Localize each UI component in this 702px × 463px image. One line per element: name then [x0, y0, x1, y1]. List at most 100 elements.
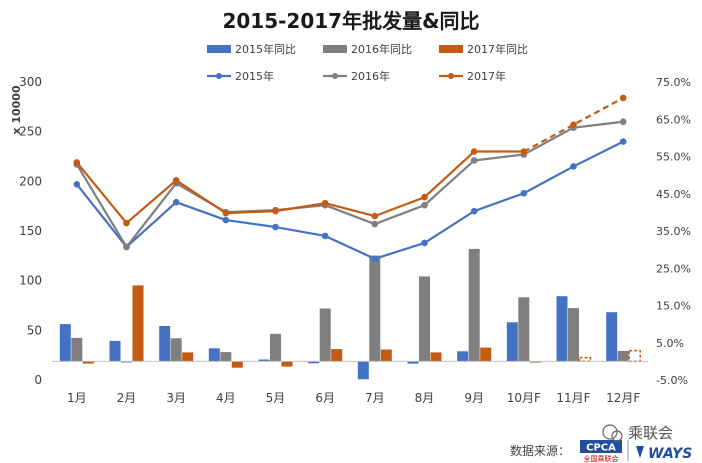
bar-2-1 — [132, 285, 144, 362]
bar-0-3 — [208, 348, 220, 362]
y-tick-left-0: 0 — [34, 373, 42, 387]
wechat-icon — [602, 424, 618, 440]
bar-1-7 — [419, 276, 430, 362]
bar-1-10 — [568, 308, 579, 362]
point-1-1 — [123, 243, 130, 251]
point-2-11 — [619, 94, 627, 102]
bar-2-6 — [380, 349, 392, 362]
wechat-icon-small — [611, 430, 623, 442]
x-axis: 1月 2月 3月 4月 5月 6月 7月 8月 9月 10月F 11月F 12月F — [67, 391, 640, 405]
y-tick-left-150: 150 — [19, 224, 42, 238]
legend: 2015年同比 2016年同比 2017年同比 2015年 2016年 2017年 — [207, 42, 528, 83]
bars-group — [59, 248, 641, 380]
y-tick-right-7: 65.0% — [656, 113, 691, 126]
y-tick-right-5: 45.0% — [656, 188, 691, 201]
x-tick-7: 8月 — [415, 391, 435, 405]
bar-2-7 — [430, 352, 442, 362]
legend-label-line-1: 2016年 — [351, 69, 390, 83]
bar-0-1 — [109, 340, 121, 362]
y-axis-left: 0 50 100 150 200 250 300 — [19, 75, 42, 387]
line-forecast-2 — [523, 96, 624, 153]
ways-logo: WAYS — [636, 446, 692, 462]
bar-0-8 — [457, 351, 469, 362]
legend-label-bar-1: 2016年同比 — [351, 42, 412, 56]
bar-2-11 — [628, 349, 641, 363]
y-tick-left-100: 100 — [19, 274, 42, 288]
y-tick-right-8: 75.0% — [656, 76, 691, 89]
point-0-9 — [520, 189, 528, 197]
ways-logo-mark — [636, 446, 644, 458]
y-axis-label: x 10000 — [10, 85, 23, 135]
y-tick-right-3: 25.0% — [656, 262, 691, 275]
y-tick-left-300: 300 — [19, 75, 42, 89]
bar-0-5 — [308, 361, 320, 364]
point-0-4 — [272, 223, 279, 231]
point-2-6 — [371, 212, 379, 220]
point-2-7 — [421, 193, 428, 201]
bar-1-6 — [369, 255, 381, 362]
bar-0-10 — [556, 296, 568, 362]
x-tick-4: 5月 — [266, 391, 286, 405]
point-1-7 — [421, 201, 428, 209]
legend-label-line-0: 2015年 — [235, 69, 274, 83]
point-2-5 — [321, 199, 329, 207]
bar-1-3 — [220, 352, 232, 362]
x-tick-0: 1月 — [67, 391, 87, 405]
chart-title: 2015-2017年批发量&同比 — [222, 9, 479, 33]
y-tick-right-6: 55.0% — [656, 151, 691, 164]
point-2-4 — [272, 207, 279, 215]
x-tick-6: 7月 — [365, 391, 385, 405]
point-2-9 — [520, 148, 528, 155]
legend-label-bar-2: 2017年同比 — [467, 42, 528, 56]
bar-1-5 — [319, 308, 331, 362]
cpca-logo-sub: 全国乘联会 — [584, 454, 619, 463]
y-tick-left-250: 250 — [19, 125, 42, 139]
point-0-0 — [73, 181, 81, 188]
x-tick-9: 10月F — [507, 391, 541, 405]
bar-2-10 — [578, 356, 592, 363]
point-0-11 — [619, 138, 627, 145]
point-2-10 — [570, 121, 577, 129]
point-0-3 — [222, 216, 230, 224]
x-tick-10: 11月F — [556, 391, 590, 405]
point-0-6 — [371, 255, 379, 263]
source-label: 数据来源： — [510, 443, 570, 458]
bar-2-2 — [182, 352, 194, 362]
point-2-0 — [73, 159, 81, 166]
bar-2-4 — [281, 361, 293, 367]
bar-1-8 — [468, 248, 480, 362]
bar-0-6 — [357, 361, 369, 380]
x-tick-1: 2月 — [117, 391, 137, 405]
bar-2-0 — [82, 361, 94, 364]
point-2-2 — [172, 177, 180, 184]
point-1-8 — [470, 157, 478, 164]
legend-marker-line-2 — [448, 73, 454, 79]
point-0-10 — [570, 163, 577, 170]
bar-1-0 — [71, 337, 83, 362]
bar-0-11 — [606, 312, 618, 362]
legend-swatch-bar-1 — [323, 45, 347, 53]
point-2-3 — [222, 209, 230, 217]
line-1 — [75, 120, 624, 248]
x-tick-8: 9月 — [464, 391, 484, 405]
bar-1-9 — [518, 297, 530, 362]
point-2-1 — [123, 219, 130, 227]
cpca-logo-text: CPCA — [586, 443, 616, 454]
bar-0-0 — [59, 324, 71, 362]
bar-0-2 — [159, 326, 171, 362]
bar-1-2 — [170, 338, 182, 362]
legend-marker-line-1 — [332, 73, 338, 79]
legend-label-line-2: 2017年 — [467, 69, 506, 83]
bar-1-11 — [617, 350, 629, 362]
cpca-logo-box — [580, 440, 622, 453]
y-tick-left-50: 50 — [27, 323, 42, 337]
lines-group — [73, 94, 627, 263]
point-2-8 — [470, 148, 478, 155]
watermark: 乘联会 — [602, 424, 673, 442]
line-0 — [75, 140, 624, 260]
cpca-logo: CPCA 全国乘联会 — [580, 440, 622, 463]
point-1-11 — [619, 118, 627, 126]
source-footer: 数据来源： CPCA 全国乘联会 WAYS — [510, 440, 692, 463]
